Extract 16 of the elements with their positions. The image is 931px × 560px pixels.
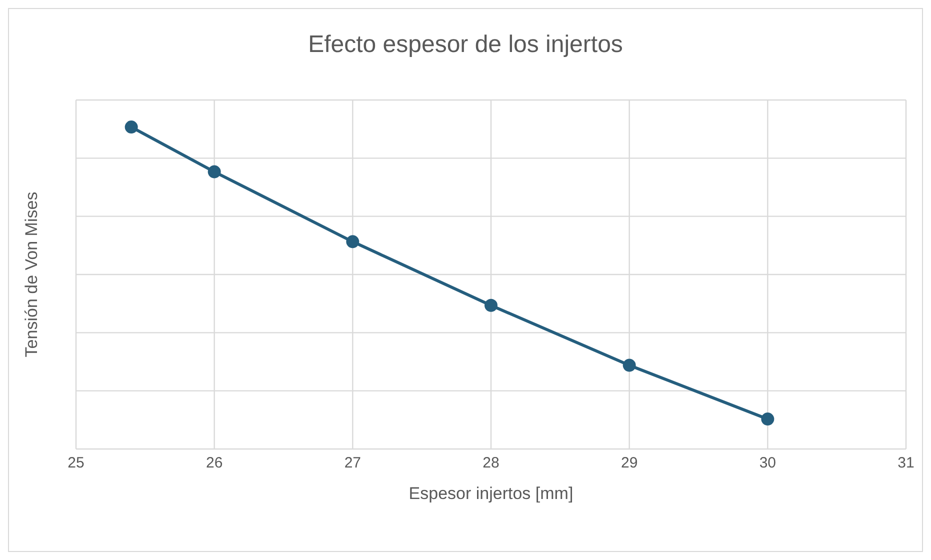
point	[484, 298, 498, 312]
x-tick-label: 31	[898, 454, 914, 472]
x-tick-label: 28	[482, 454, 500, 472]
y-axis-title: Tensión de Von Mises	[22, 192, 42, 358]
x-axis-title: Espesor injertos [mm]	[408, 484, 574, 503]
point	[208, 165, 221, 178]
x-tick-label: 26	[206, 454, 223, 472]
x-tick-label: 25	[68, 454, 84, 472]
point	[761, 412, 774, 426]
chart-title: Efecto espesor de los injertos	[307, 31, 624, 59]
point	[124, 120, 138, 134]
point	[622, 358, 636, 372]
x-tick-label: 30	[759, 454, 776, 472]
x-tick-label: 27	[344, 454, 362, 472]
x-tick-label: 29	[620, 454, 638, 472]
point	[346, 235, 360, 248]
